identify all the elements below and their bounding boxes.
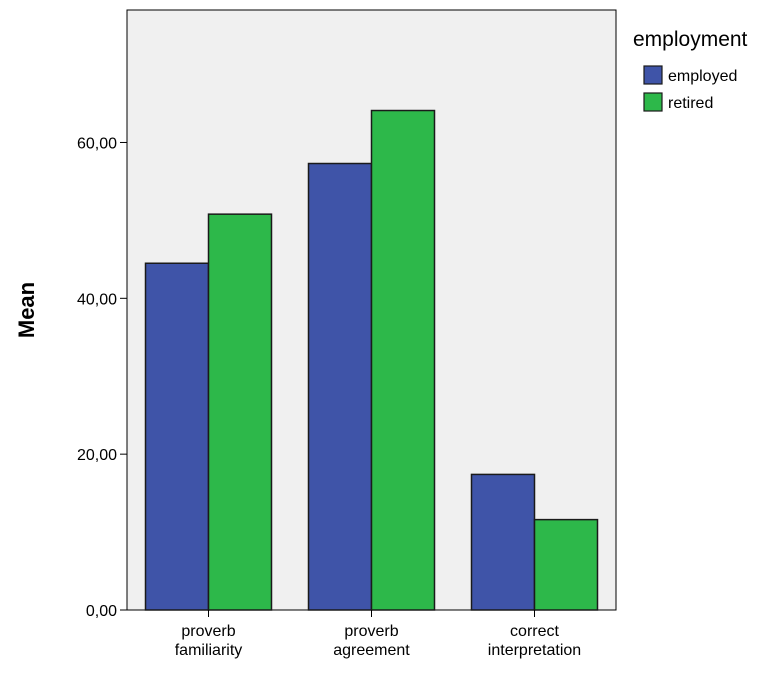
bar-retired-2: [533, 518, 599, 611]
y-tick-label: 0,00: [86, 603, 117, 620]
y-tick-label: 40,00: [77, 291, 117, 308]
x-axis: proverb familiarity proverb agreement correc…: [175, 610, 581, 659]
bars-group: [144, 109, 599, 611]
y-tick-label: 20,00: [77, 447, 117, 464]
legend-swatch-employed: [643, 65, 663, 85]
y-tick-label: 60,00: [77, 135, 117, 152]
legend-swatch-retired: [643, 92, 663, 112]
legend-label-employed: employed: [668, 68, 737, 85]
x-tick-label: proverb agreement: [333, 623, 410, 659]
bar-retired-0: [207, 213, 273, 611]
y-axis: 0,00 20,00 40,00 60,00: [77, 135, 127, 620]
bar-employed-1: [307, 162, 373, 611]
x-tick-label: correct interpretation: [488, 623, 581, 659]
bar-employed-0: [144, 262, 210, 611]
x-tick-label: proverb familiarity: [175, 623, 243, 659]
legend-title: employment: [633, 28, 748, 51]
legend: employment employed retired: [633, 28, 748, 112]
y-axis-title: Mean: [14, 282, 39, 338]
bar-retired-1: [370, 109, 436, 611]
bar-employed-2: [470, 473, 536, 611]
legend-label-retired: retired: [668, 95, 713, 112]
